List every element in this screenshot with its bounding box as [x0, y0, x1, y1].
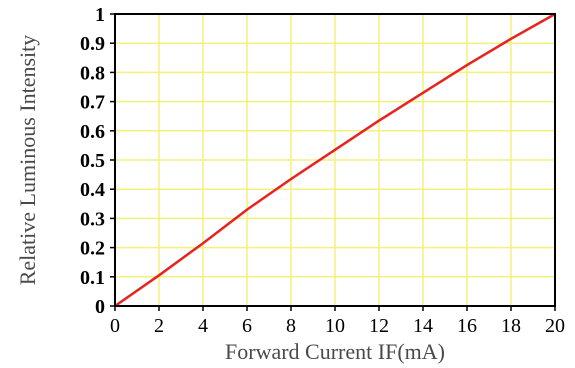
- x-tick-label: 12: [369, 315, 389, 337]
- x-tick-labels: 0 2 4 6 8 10 12 14 16 18 20: [110, 306, 565, 337]
- series-line: [114, 12, 556, 308]
- x-tick-label: 14: [413, 315, 433, 337]
- y-tick-label: 0.5: [80, 150, 105, 172]
- y-tick-label: 0.8: [80, 62, 105, 84]
- x-tick-label: 4: [198, 315, 208, 337]
- y-tick-label: 0.3: [80, 208, 105, 230]
- x-tick-label: 10: [325, 315, 345, 337]
- x-tick-label: 8: [286, 315, 296, 337]
- y-tick-label: 0.6: [80, 121, 105, 143]
- x-tick-label: 20: [545, 315, 565, 337]
- y-tick-label: 0.2: [80, 238, 105, 260]
- x-tick-label: 6: [242, 315, 252, 337]
- x-axis-label: Forward Current IF(mA): [225, 339, 445, 364]
- y-tick-label: 0: [95, 296, 105, 318]
- x-tick-label: 18: [501, 315, 521, 337]
- x-tick-label: 16: [457, 315, 477, 337]
- y-tick-labels: 0 0.1 0.2 0.3 0.4 0.5 0.6 0.7 0.8 0.9 1: [80, 4, 115, 318]
- y-tick-label: 1: [95, 4, 105, 26]
- series-group: [114, 12, 556, 308]
- x-tick-label: 2: [154, 315, 164, 337]
- y-tick-label: 0.9: [80, 33, 105, 55]
- y-tick-label: 0.7: [80, 92, 105, 114]
- y-tick-label: 0.4: [80, 179, 105, 201]
- x-tick-label: 0: [110, 315, 120, 337]
- y-tick-label: 0.1: [80, 267, 105, 289]
- y-axis-label: Relative Luminous Intensity: [15, 35, 40, 286]
